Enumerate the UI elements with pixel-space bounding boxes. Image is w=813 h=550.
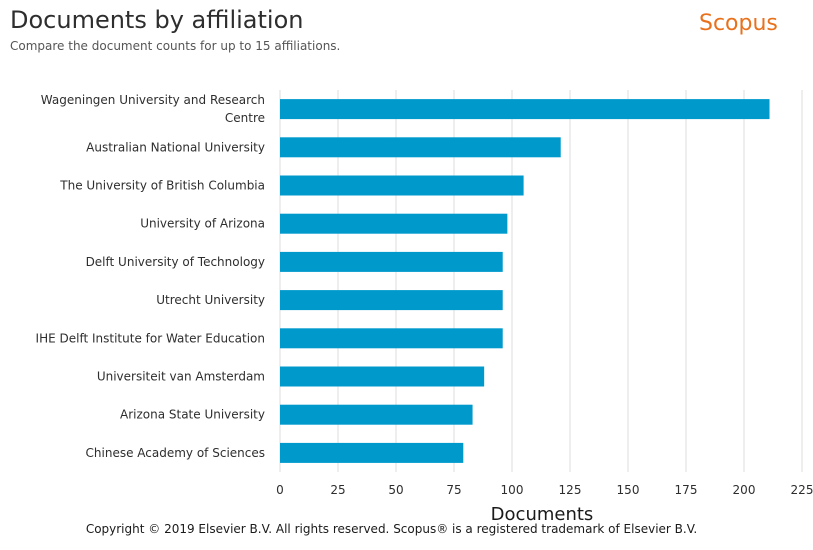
category-label-line: Arizona State University <box>120 408 265 422</box>
x-tick-label: 225 <box>791 483 813 497</box>
x-tick-label: 0 <box>276 483 284 497</box>
chart-subtitle: Compare the document counts for up to 15… <box>10 39 341 53</box>
category-label: University of Arizona <box>140 217 265 231</box>
category-label-line: Centre <box>225 111 265 125</box>
category-label-line: Wageningen University and Research <box>41 93 265 107</box>
copyright-notice: Copyright © 2019 Elsevier B.V. All right… <box>85 522 698 536</box>
x-tick-label: 150 <box>617 483 640 497</box>
category-label-line: Universiteit van Amsterdam <box>97 370 265 384</box>
category-label-line: Utrecht University <box>156 293 265 307</box>
x-axis-title: Documents <box>491 504 594 525</box>
category-label-line: IHE Delft Institute for Water Education <box>36 331 265 345</box>
category-label: Universiteit van Amsterdam <box>97 370 265 384</box>
bar[interactable] <box>280 404 473 425</box>
x-tick-label: 50 <box>388 483 403 497</box>
category-label: Chinese Academy of Sciences <box>86 446 265 460</box>
bars <box>280 99 770 463</box>
category-label: IHE Delft Institute for Water Education <box>36 331 265 345</box>
bar[interactable] <box>280 213 508 234</box>
scopus-logo[interactable]: Scopus <box>699 11 778 36</box>
category-label-line: University of Arizona <box>140 217 265 231</box>
x-tick-label: 200 <box>733 483 756 497</box>
bar[interactable] <box>280 175 524 196</box>
x-tick-label: 25 <box>330 483 345 497</box>
category-labels: Wageningen University and Research Centre… <box>36 93 265 460</box>
category-label: The University of British Columbia <box>59 179 265 193</box>
category-label-line: Australian National University <box>86 140 265 154</box>
chart-title: Documents by affiliation <box>10 6 304 34</box>
bar[interactable] <box>280 290 503 311</box>
category-label-line: The University of British Columbia <box>59 179 265 193</box>
category-label-line: Delft University of Technology <box>86 255 265 269</box>
x-tick-label: 125 <box>559 483 582 497</box>
category-label: Utrecht University <box>156 293 265 307</box>
bar[interactable] <box>280 366 485 387</box>
x-tick-label: 175 <box>675 483 698 497</box>
category-label: Delft University of Technology <box>86 255 265 269</box>
bar[interactable] <box>280 251 503 272</box>
bar[interactable] <box>280 328 503 349</box>
x-tick-label: 75 <box>446 483 461 497</box>
x-tick-labels: 0 25 50 75 100 125 150 175 200 225 <box>276 483 813 497</box>
category-label: Wageningen University and Research Centre <box>41 93 265 125</box>
bar[interactable] <box>280 137 561 158</box>
bar[interactable] <box>280 442 464 463</box>
category-label: Arizona State University <box>120 408 265 422</box>
x-tick-label: 100 <box>501 483 524 497</box>
bar[interactable] <box>280 99 770 120</box>
category-label-line: Chinese Academy of Sciences <box>86 446 265 460</box>
category-label: Australian National University <box>86 140 265 154</box>
